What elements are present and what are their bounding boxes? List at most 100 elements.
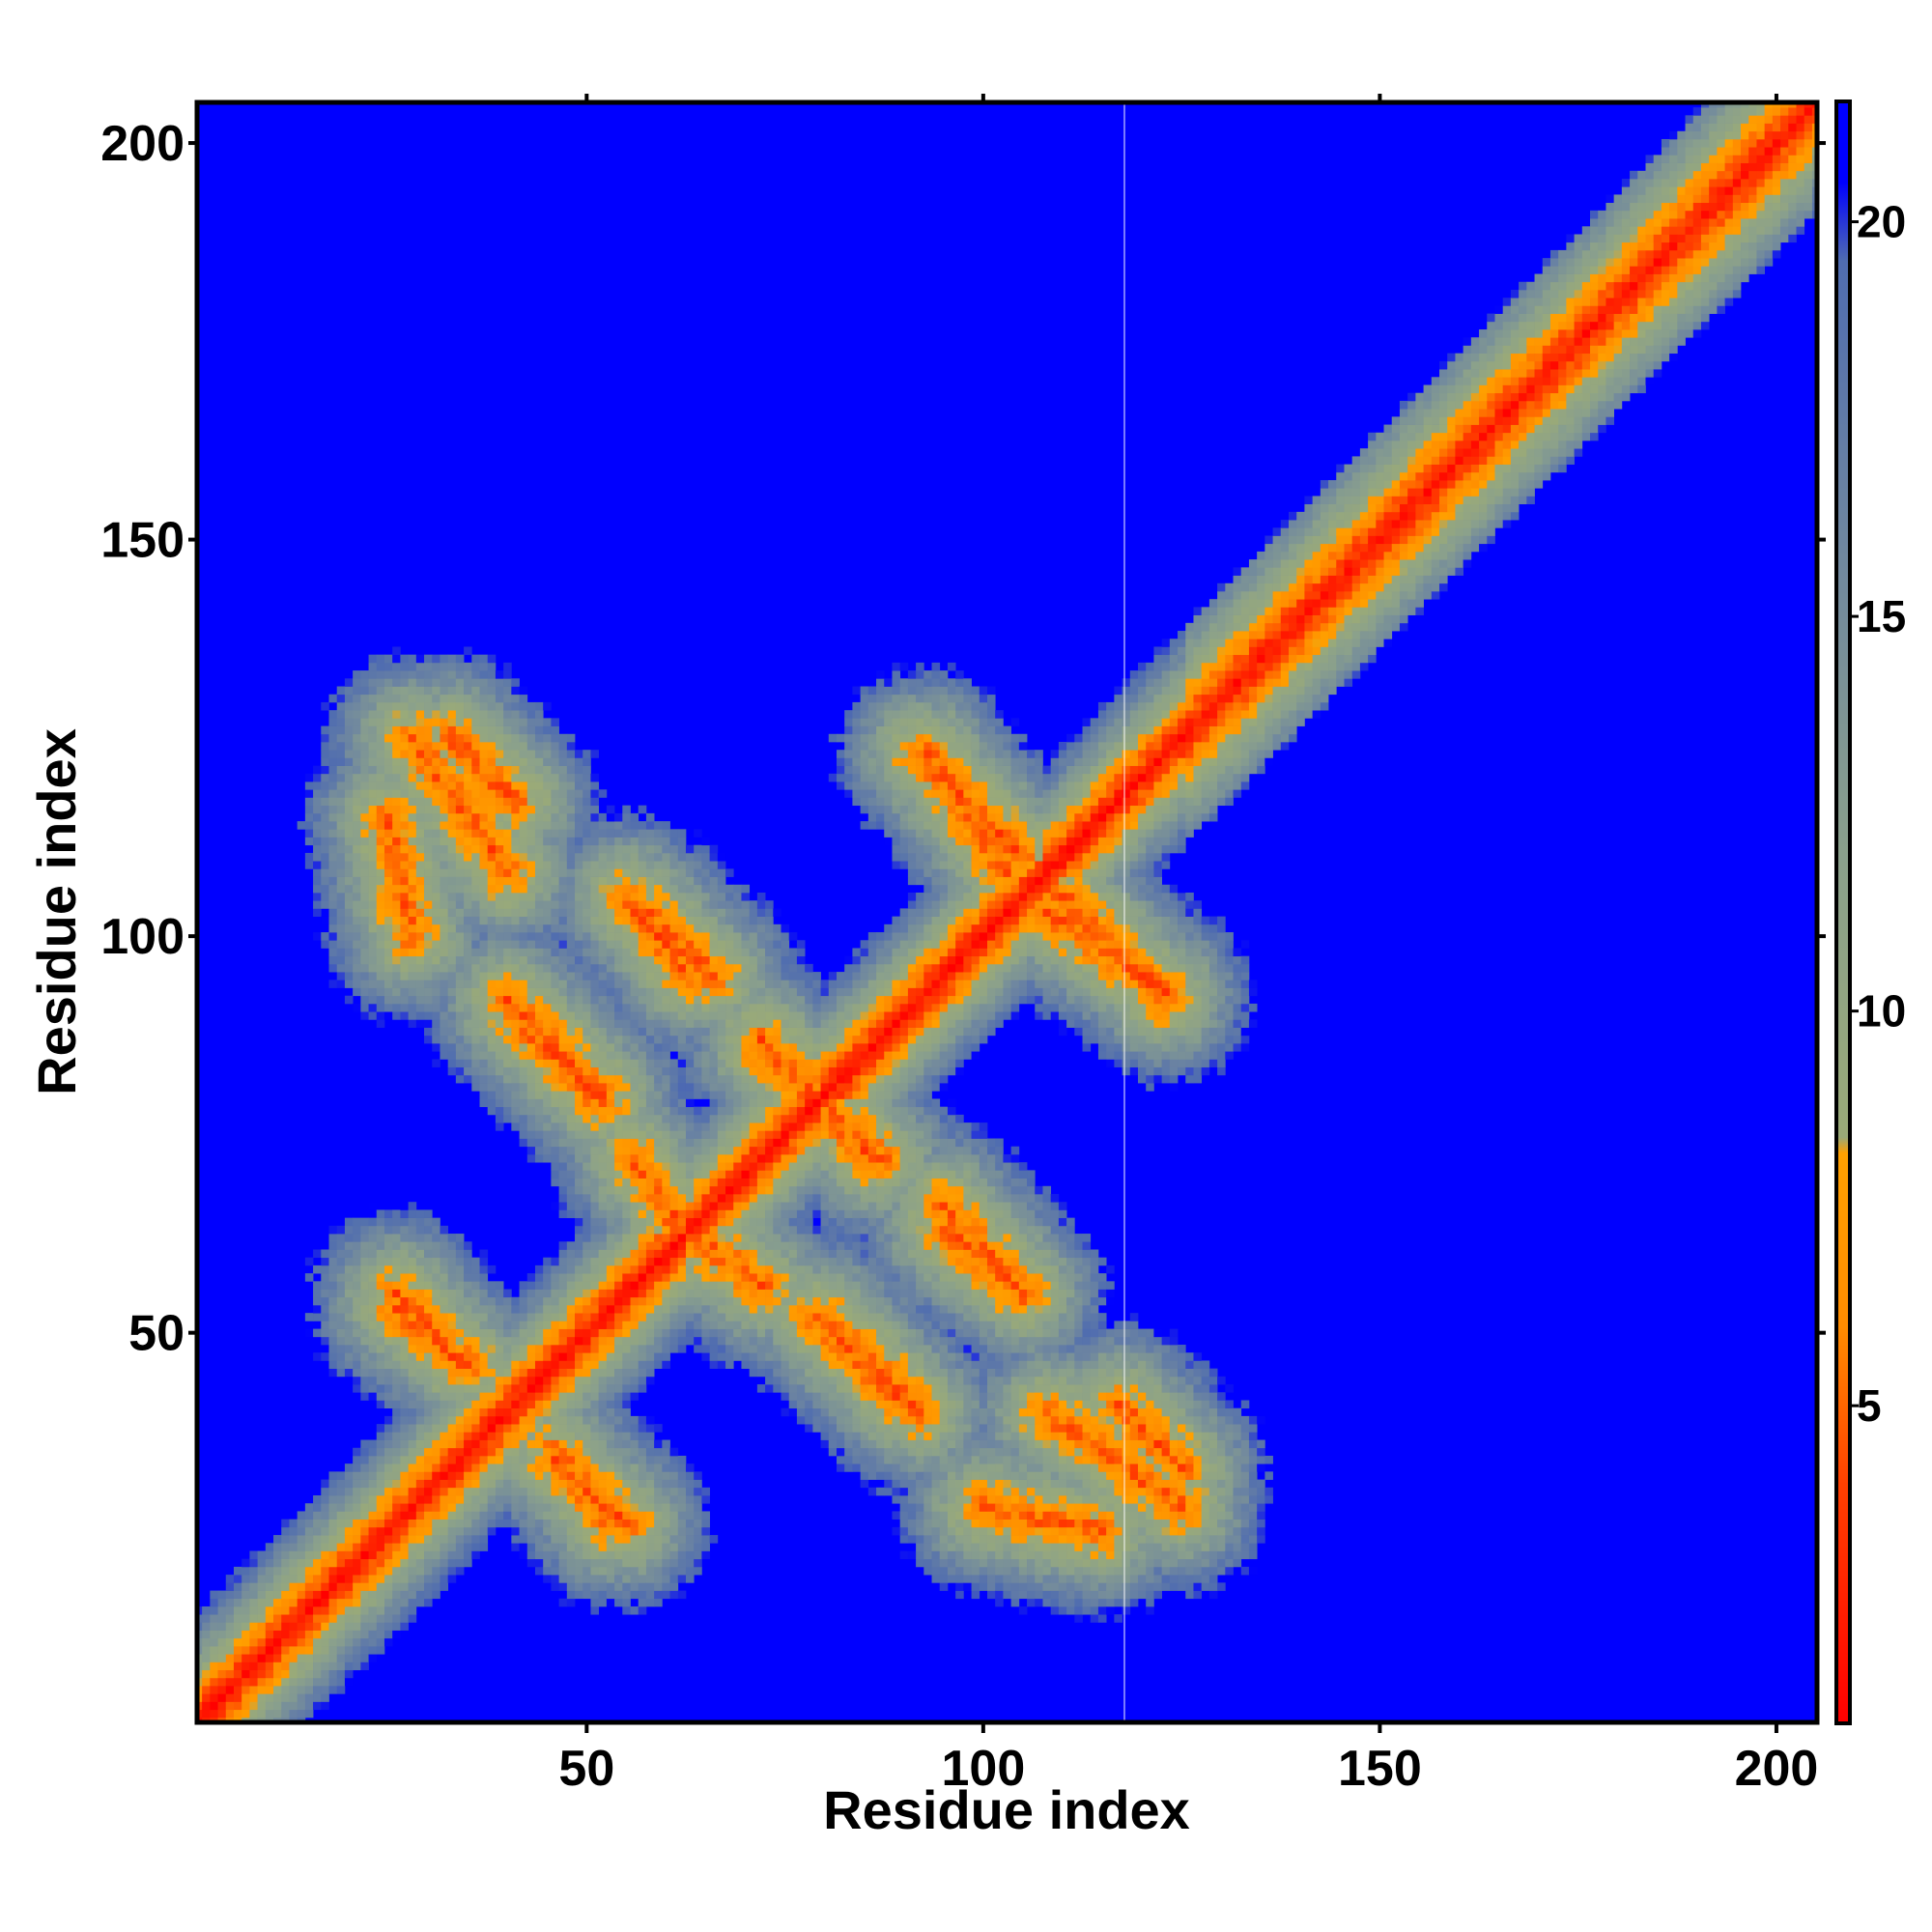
heatmap-cell [638, 1043, 647, 1052]
heatmap-cell [526, 1550, 536, 1560]
heatmap-cell [304, 1257, 314, 1266]
heatmap-cell [281, 1622, 290, 1631]
heatmap-cell [487, 1264, 497, 1274]
heatmap-cell [392, 892, 401, 901]
heatmap-cell [575, 829, 583, 838]
heatmap-cell [424, 1575, 433, 1583]
heatmap-cell [265, 1575, 274, 1583]
heatmap-cell [582, 1003, 591, 1012]
heatmap-cell [368, 1487, 378, 1496]
heatmap-cell [669, 1345, 679, 1353]
heatmap-cell [304, 1701, 314, 1711]
heatmap-cell [202, 1693, 211, 1702]
heatmap-cell [447, 1432, 457, 1440]
heatmap-cell [526, 1083, 536, 1092]
heatmap-cell [575, 1582, 583, 1591]
heatmap-cell [328, 1677, 338, 1687]
heatmap-cell [368, 1535, 378, 1544]
heatmap-cell [440, 1336, 449, 1346]
heatmap-cell [511, 916, 520, 925]
heatmap-cell [551, 861, 559, 869]
heatmap-cell [606, 1487, 615, 1496]
heatmap-cell [360, 916, 369, 925]
heatmap-cell [566, 1598, 576, 1607]
heatmap-cell [519, 1321, 528, 1329]
heatmap-cell [645, 923, 655, 933]
heatmap-cell [368, 1646, 378, 1655]
heatmap-cell [408, 1463, 417, 1472]
heatmap-cell [360, 1519, 369, 1528]
heatmap-cell [408, 1392, 417, 1401]
heatmap-cell [575, 1407, 583, 1417]
heatmap-cell [543, 773, 552, 782]
heatmap-cell [336, 1296, 346, 1306]
heatmap-cell [638, 1035, 647, 1044]
heatmap-cell [638, 876, 647, 886]
heatmap-cell [685, 1234, 695, 1242]
heatmap-cell [376, 963, 385, 973]
heatmap-cell [495, 805, 504, 814]
heatmap-cell [519, 1345, 528, 1353]
heatmap-cell [479, 1074, 489, 1084]
heatmap-cell [638, 972, 647, 980]
heatmap-cell [662, 884, 670, 894]
heatmap-cell [281, 1526, 290, 1536]
heatmap-cell [622, 1487, 631, 1496]
heatmap-cell [392, 789, 401, 798]
heatmap-cell [566, 1447, 576, 1457]
heatmap-cell [408, 1471, 417, 1480]
heatmap-cell [511, 1543, 520, 1551]
heatmap-cell [408, 1566, 417, 1576]
heatmap-cell [257, 1590, 267, 1600]
heatmap-cell [249, 1605, 258, 1615]
heatmap-cell [662, 923, 670, 933]
heatmap-cell [677, 1543, 687, 1551]
heatmap-cell [590, 995, 600, 1005]
heatmap-cell [582, 1376, 591, 1385]
heatmap-cell [392, 678, 401, 687]
heatmap-cell [471, 1352, 480, 1361]
heatmap-cell [368, 980, 378, 988]
heatmap-cell [622, 1384, 631, 1393]
heatmap-cell [598, 844, 608, 854]
heatmap-cell [590, 1384, 600, 1393]
heatmap-cell [336, 1495, 346, 1504]
heatmap-cell [495, 1003, 504, 1012]
heatmap-cell [384, 1575, 393, 1583]
heatmap-cell [344, 1321, 354, 1329]
heatmap-cell [582, 1566, 591, 1576]
heatmap-cell [662, 1360, 670, 1369]
heatmap-cell [622, 821, 631, 830]
heatmap-cell [336, 1622, 346, 1631]
heatmap-cell [598, 1582, 608, 1591]
heatmap-cell [598, 1178, 608, 1187]
heatmap-cell [590, 1582, 600, 1591]
heatmap-cell [614, 844, 623, 854]
heatmap-cell [447, 1407, 457, 1417]
heatmap-cell [471, 900, 480, 909]
heatmap-cell [654, 1575, 663, 1583]
heatmap-cell [582, 861, 591, 869]
heatmap-cell [685, 963, 695, 973]
heatmap-cell [534, 1360, 544, 1369]
heatmap-cell [582, 1526, 591, 1536]
heatmap-cell [662, 1035, 670, 1044]
heatmap-cell [645, 852, 655, 862]
heatmap-cell [479, 1503, 489, 1512]
heatmap-cell [645, 1558, 655, 1568]
heatmap-cell [630, 868, 639, 877]
heatmap-cell [471, 1289, 480, 1298]
heatmap-cell [622, 1066, 631, 1076]
heatmap-cell [566, 781, 576, 790]
heatmap-cell [384, 987, 393, 997]
heatmap-cell [630, 955, 639, 965]
heatmap-cell [353, 1558, 361, 1568]
heatmap-cell [511, 1368, 520, 1378]
heatmap-cell [606, 1178, 615, 1187]
heatmap-cell [217, 1662, 227, 1671]
heatmap-cell [249, 1701, 258, 1711]
heatmap-cell [225, 1605, 235, 1615]
heatmap-cell [582, 1122, 591, 1131]
heatmap-cell [598, 1264, 608, 1274]
heatmap-cell [543, 1083, 552, 1092]
